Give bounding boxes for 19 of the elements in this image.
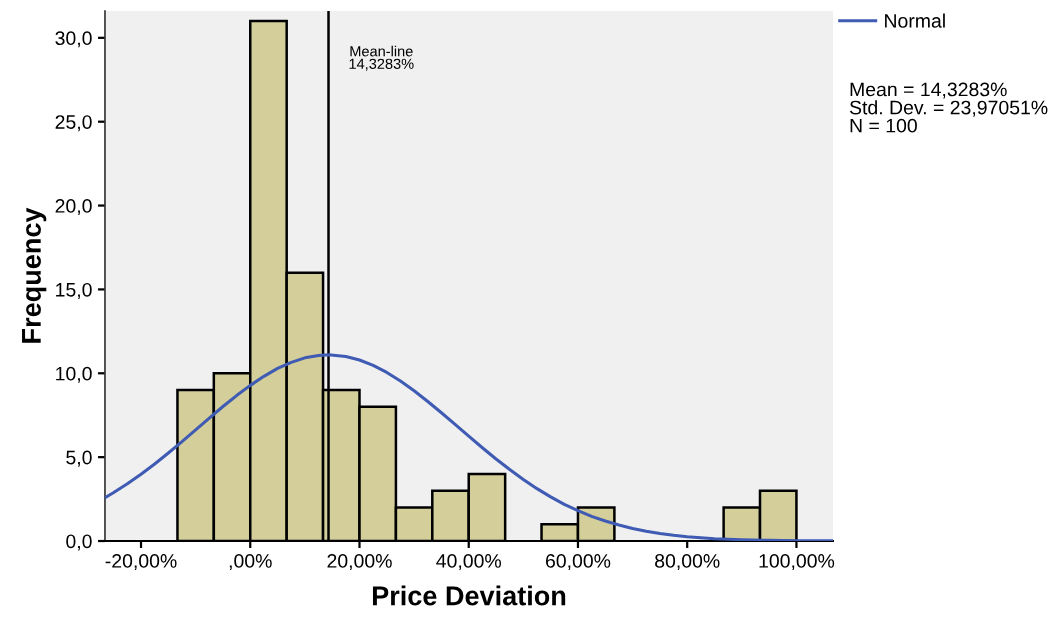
- y-tick-label: 30,0: [55, 31, 92, 48]
- x-tick-label: 80,00%: [655, 554, 720, 571]
- y-tick-label: 0,0: [66, 534, 92, 551]
- text: Mean = 14,3283% Std. Dev. = 23,97051% N = 100: [849, 82, 1048, 133]
- x-tick-label: 100,00%: [759, 554, 835, 571]
- y-tick-label: 20,0: [55, 199, 92, 216]
- x-tick-label: 20,00%: [327, 554, 392, 571]
- x-axis-title: Price Deviation: [372, 585, 566, 606]
- y-tick-label: 10,0: [56, 366, 92, 383]
- y-tick-label: 25,0: [55, 115, 92, 132]
- x-tick-label: 60,00%: [545, 554, 611, 571]
- y-tick-label: 15,0: [56, 282, 92, 299]
- ref-line-label: Mean-line 14,3283%: [349, 45, 414, 71]
- legend-label: Normal: [885, 13, 945, 28]
- x-tick-label: ,00%: [229, 554, 272, 571]
- y-tick-label: 5,0: [66, 450, 92, 467]
- x-tick-label: -20,00%: [105, 554, 177, 571]
- y-axis-title: Frequency: [22, 207, 47, 343]
- x-tick-label: 40,00%: [436, 554, 502, 571]
